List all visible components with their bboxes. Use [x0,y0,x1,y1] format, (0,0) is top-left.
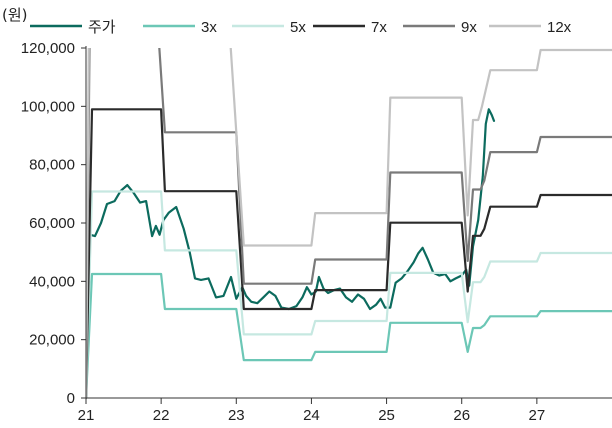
y-tick-label: 120,000 [21,40,75,57]
x-tick-label: 24 [303,407,320,424]
legend: 주가 3x 5x 7x 9x 12x [30,19,572,36]
x-tick-label: 22 [153,407,170,424]
y-tick-label: 40,000 [29,273,75,290]
series-line-4 [86,48,612,400]
legend-label-2: 5x [290,19,306,36]
series-line-1 [86,272,612,400]
axes: 0 20,000 40,000 60,000 80,000 100,000 120,000 2… [21,40,612,424]
series-line-5 [86,48,612,400]
y-tick-label: 0 [67,390,75,407]
x-tick-label: 27 [529,407,546,424]
x-tick-label: 23 [228,407,245,424]
y-tick-label: 100,000 [21,98,75,115]
x-tick-label: 26 [453,407,470,424]
y-unit-label: (원) [2,6,28,24]
x-tick-label: 25 [378,407,395,424]
legend-label-0: 주가 [88,19,116,36]
y-tick-label: 80,000 [29,157,75,174]
legend-label-1: 3x [201,19,217,36]
y-tick-label: 20,000 [29,332,75,349]
y-tick-label: 60,000 [29,215,75,232]
series-line-0 [86,108,496,400]
legend-label-4: 9x [461,19,477,36]
series-layer [86,48,612,400]
x-tick-label: 21 [78,407,95,424]
legend-label-3: 7x [371,19,387,36]
series-line-3 [86,108,612,400]
legend-label-5: 12x [547,19,572,36]
series-line-2 [86,190,612,400]
